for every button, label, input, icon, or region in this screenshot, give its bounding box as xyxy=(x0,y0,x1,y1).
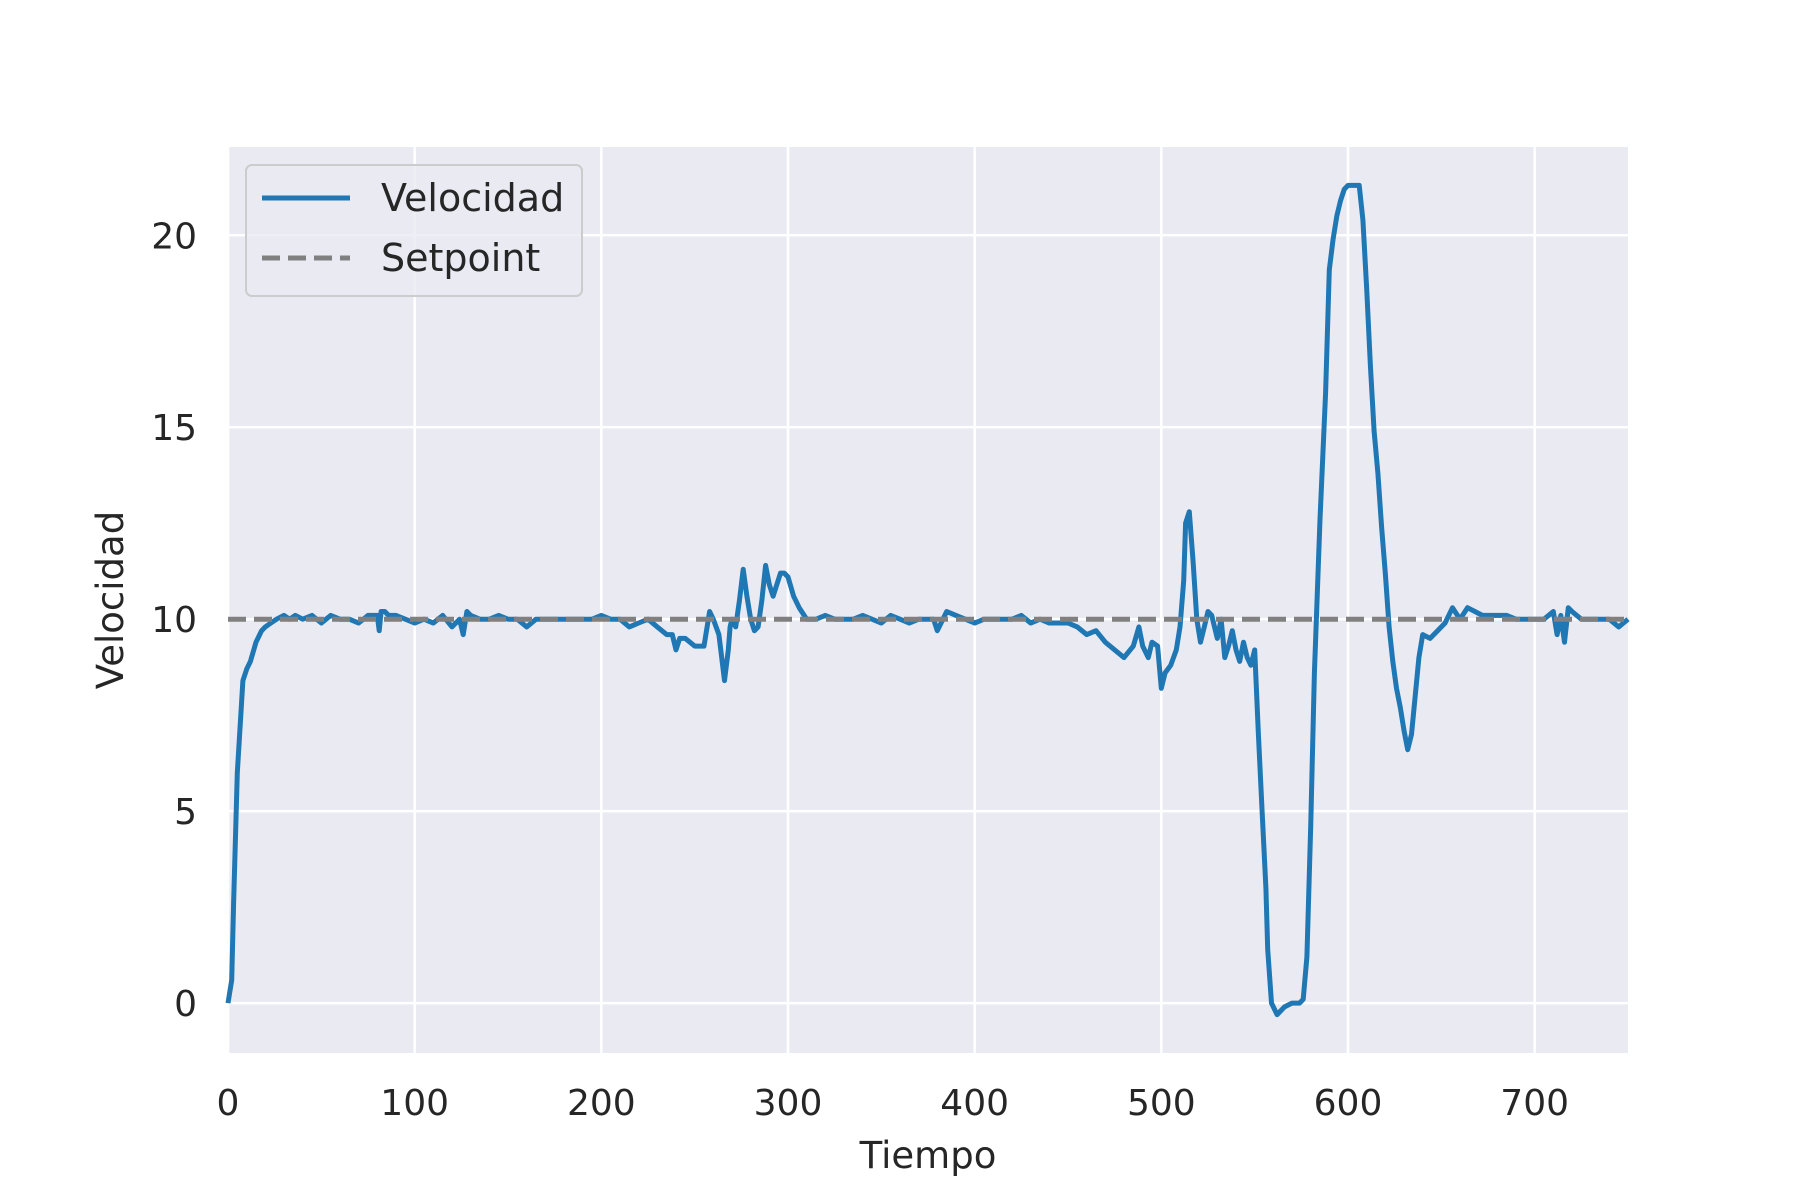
y-tick-label: 5 xyxy=(174,792,197,833)
x-gridlines xyxy=(226,147,1536,1053)
y-tick-label: 15 xyxy=(151,408,197,449)
x-axis-label: Tiempo xyxy=(859,1134,997,1177)
legend-label-setpoint: Setpoint xyxy=(381,236,540,280)
x-tick-label: 0 xyxy=(217,1083,240,1124)
y-tick-label: 20 xyxy=(151,216,197,257)
x-tick-label: 300 xyxy=(754,1083,823,1124)
x-tick-label: 100 xyxy=(380,1083,449,1124)
x-tick-label: 500 xyxy=(1127,1083,1196,1124)
plot-area xyxy=(228,147,1628,1053)
x-tick-labels: 0 100 200 300 400 500 600 700 xyxy=(217,1083,1569,1124)
x-tick-label: 200 xyxy=(567,1083,636,1124)
legend: Velocidad Setpoint xyxy=(245,164,583,297)
y-axis-label: Velocidad xyxy=(89,511,132,689)
x-tick-label: 600 xyxy=(1314,1083,1383,1124)
x-tick-label: 700 xyxy=(1500,1083,1569,1124)
x-tick-label: 400 xyxy=(940,1083,1009,1124)
series-layer xyxy=(225,182,1630,1018)
series-line-velocidad xyxy=(225,182,1630,1018)
y-tick-labels: 0 5 10 15 20 xyxy=(151,216,197,1025)
legend-label-velocidad: Velocidad xyxy=(381,176,564,220)
y-tick-label: 0 xyxy=(174,984,197,1025)
y-tick-label: 10 xyxy=(151,600,197,641)
